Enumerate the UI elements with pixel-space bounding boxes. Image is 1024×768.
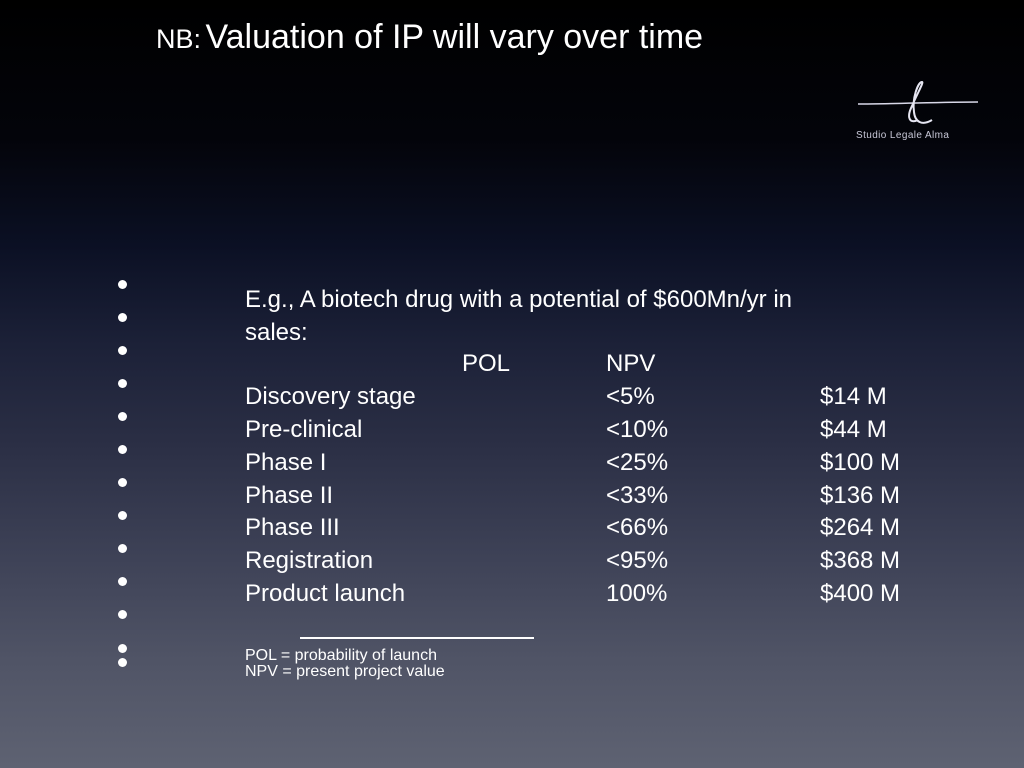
bullet — [118, 658, 127, 667]
studio-logo: Studio Legale Alma — [852, 80, 984, 146]
stage-value: $14 M — [820, 383, 887, 410]
title-main: Valuation of IP will vary over time — [205, 18, 704, 56]
stage-name: Phase I — [245, 449, 327, 476]
logo-text: Studio Legale Alma — [856, 130, 950, 141]
footnote-divider — [300, 637, 534, 639]
stage-value: $264 M — [820, 514, 901, 541]
slide-title: NB: Valuation of IP will vary over time — [156, 18, 703, 57]
bullet — [118, 379, 127, 388]
footnote-pol: POL = probability of launch — [245, 647, 437, 664]
bullet — [118, 313, 127, 322]
bullet — [118, 280, 127, 289]
bullet — [118, 544, 127, 553]
footnote-npv: NPV = present project value — [245, 663, 445, 680]
bullet — [118, 511, 127, 520]
stage-name: Pre-clinical — [245, 416, 363, 443]
stage-name: Registration — [245, 547, 374, 574]
stage-npv: <5% — [606, 383, 655, 410]
stage-name: Phase II — [245, 482, 334, 509]
stylized-letter-l-logo-icon — [857, 80, 979, 124]
bullet-list — [118, 280, 138, 680]
bullet — [118, 445, 127, 454]
stage-npv: <95% — [606, 547, 669, 574]
bullet — [118, 412, 127, 421]
title-prefix: NB: — [156, 24, 202, 54]
stage-value: $44 M — [820, 416, 887, 443]
stage-npv: <10% — [606, 416, 669, 443]
stage-npv: 100% — [606, 580, 668, 607]
stage-name: Discovery stage — [245, 383, 416, 410]
bullet — [118, 346, 127, 355]
bullet — [118, 577, 127, 586]
stage-value: $100 M — [820, 449, 901, 476]
intro-line-2: sales: — [245, 319, 308, 346]
stage-name: Phase III — [245, 514, 340, 541]
stage-npv: <66% — [606, 514, 669, 541]
stage-value: $136 M — [820, 482, 901, 509]
stage-name: Product launch — [245, 580, 406, 607]
bullet — [118, 644, 127, 653]
stage-npv: <33% — [606, 482, 669, 509]
intro-line-1: E.g., A biotech drug with a potential of… — [245, 286, 793, 313]
header-pol: POL — [462, 350, 511, 377]
bullet — [118, 478, 127, 487]
stage-value: $400 M — [820, 580, 901, 607]
stage-value: $368 M — [820, 547, 901, 574]
stage-npv: <25% — [606, 449, 669, 476]
bullet — [118, 610, 127, 619]
header-npv: NPV — [606, 350, 656, 377]
